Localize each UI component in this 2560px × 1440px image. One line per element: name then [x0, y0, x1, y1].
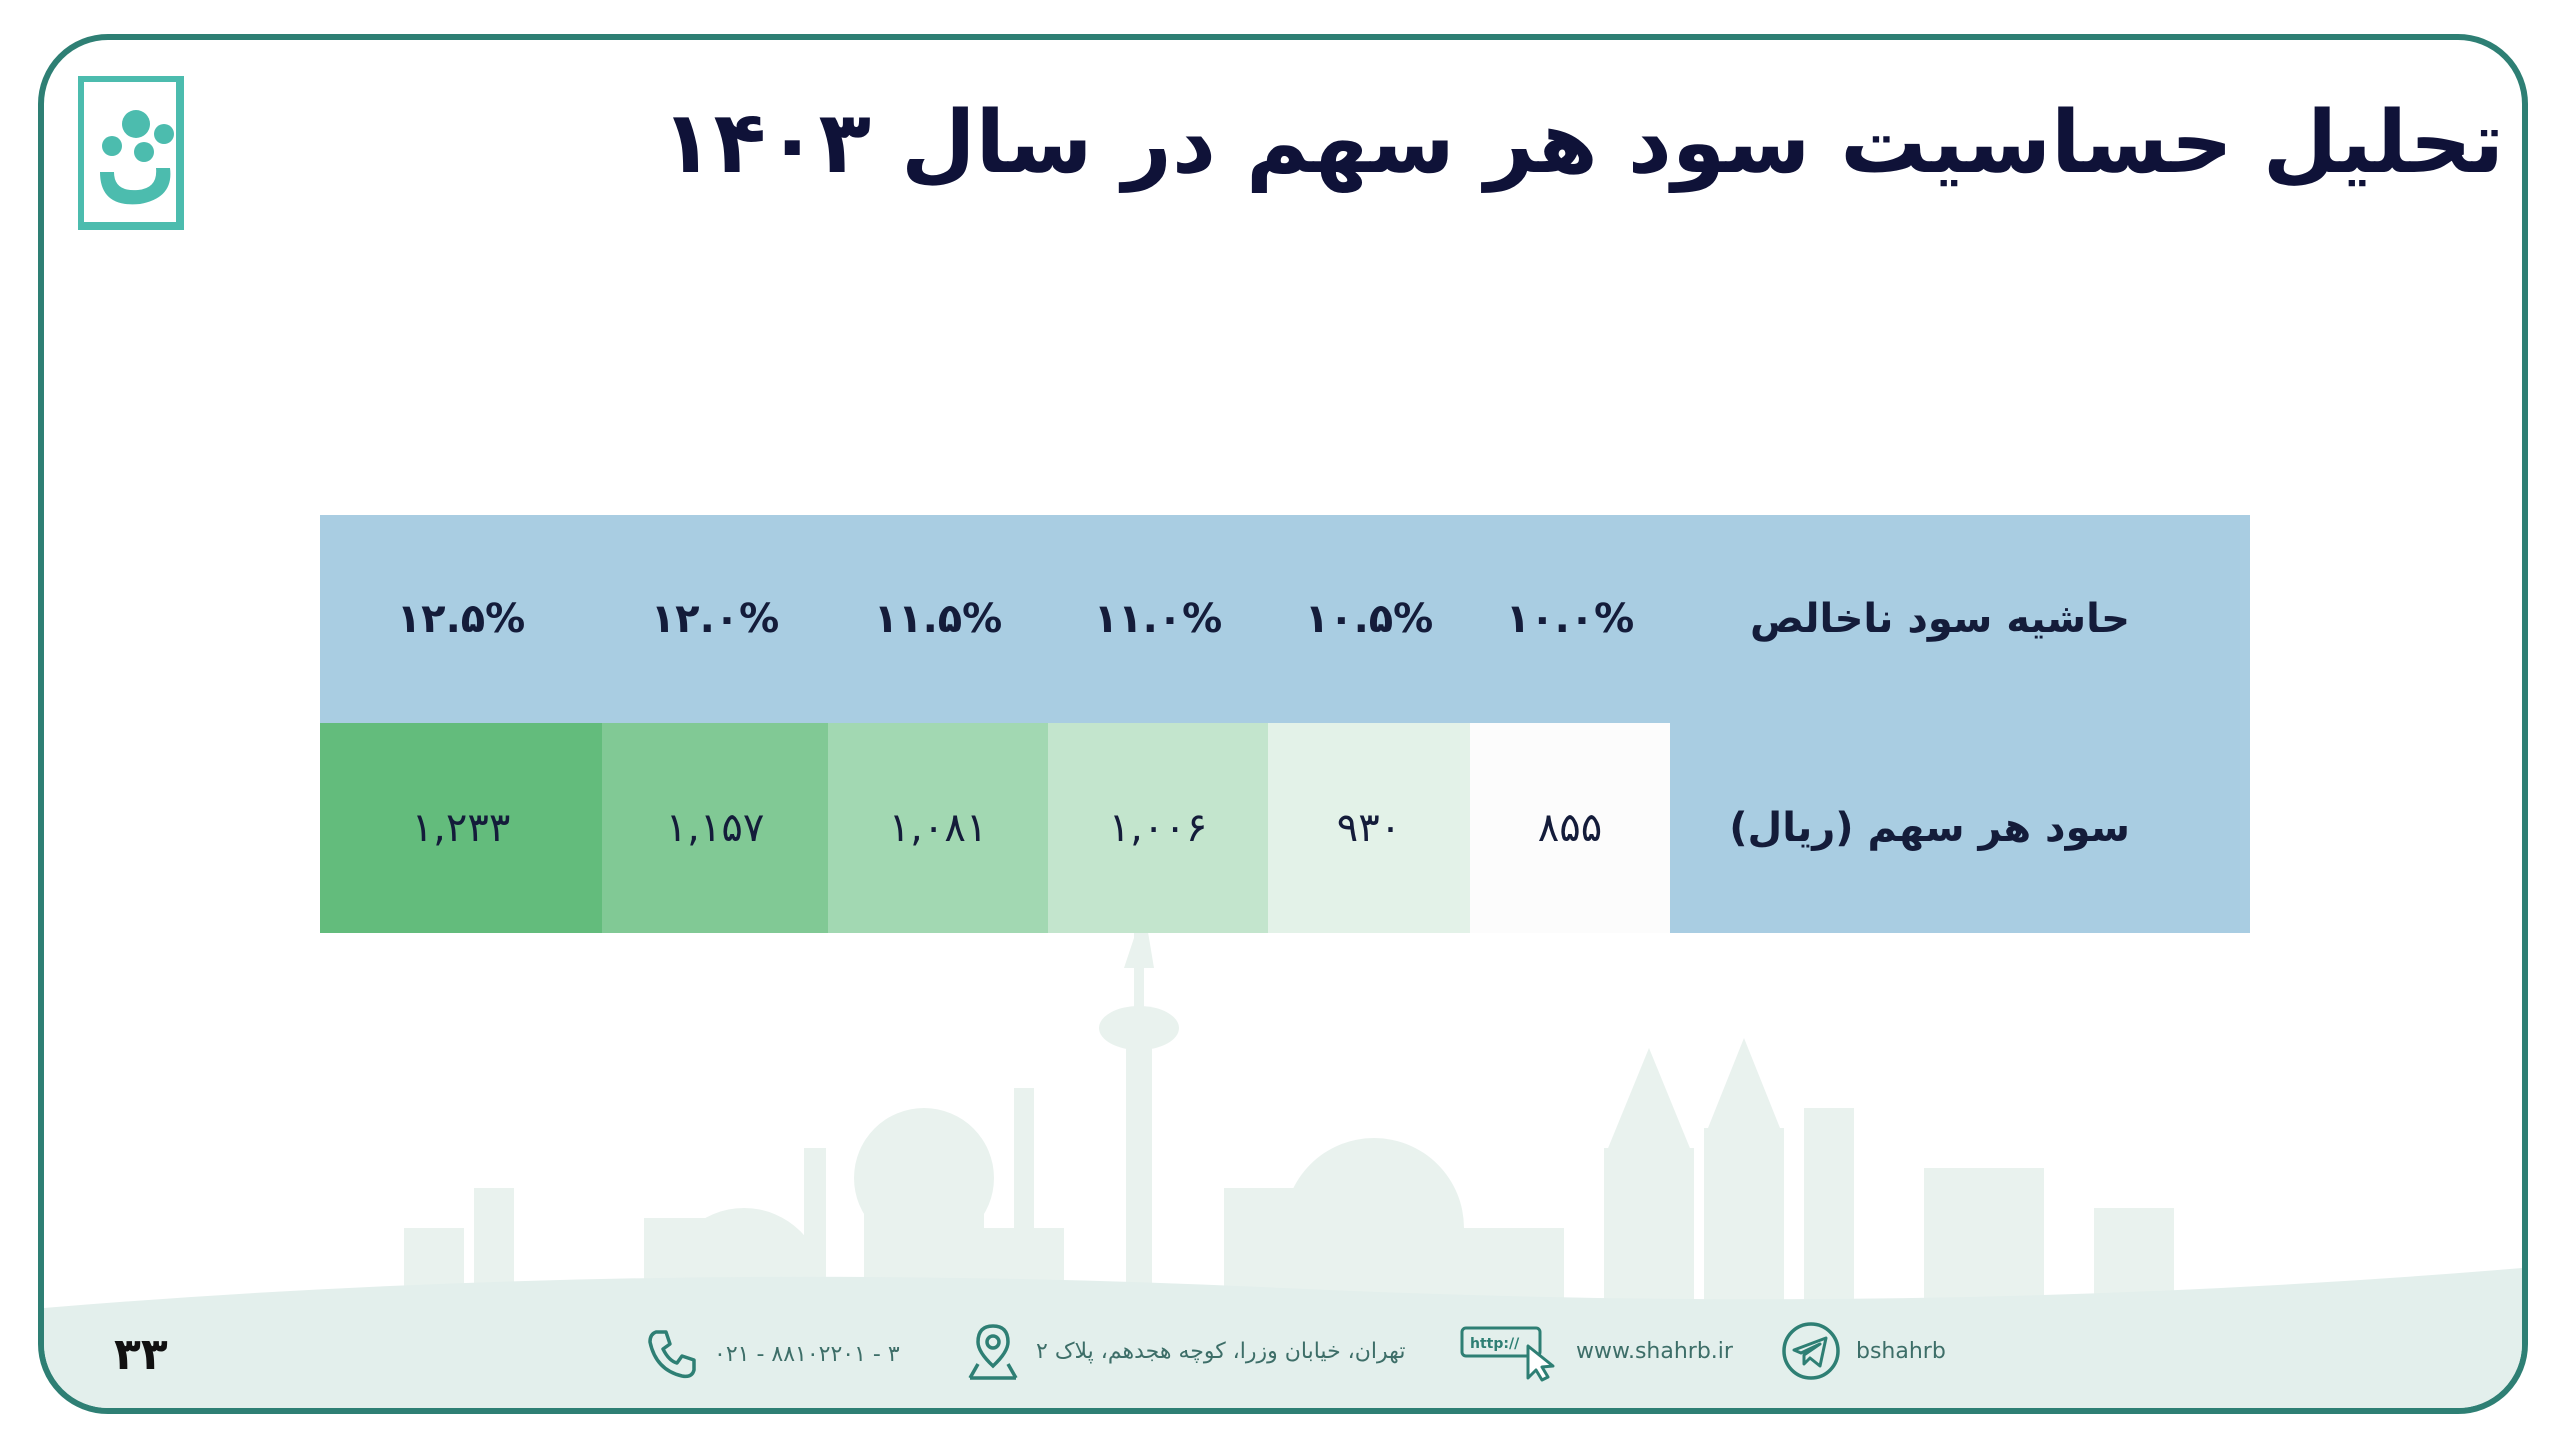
- eps-cell: ۱,۰۰۶: [1048, 723, 1268, 933]
- row-label-eps: سود هر سهم (ریال): [1670, 723, 2250, 933]
- address-text: تهران، خیابان وزرا، کوچه هجدهم، پلاک ۲: [1036, 1338, 1406, 1364]
- http-label: http://: [1470, 1336, 1520, 1352]
- skyline-watermark: [44, 928, 2522, 1408]
- eps-cell: ۱,۲۳۳: [320, 723, 602, 933]
- browser-cursor-icon: http://: [1460, 1326, 1555, 1382]
- eps-cell: ۸۵۵: [1470, 723, 1670, 933]
- website-link[interactable]: www.shahrb.ir: [1576, 1338, 1733, 1364]
- footer: ۳۳ ۰۲۱ - ۸۸۱۰۲۲۰۱ - ۳ تهران، خیابان وزرا…: [44, 1318, 2522, 1408]
- footer-telegram[interactable]: bshahrb: [1780, 1320, 1946, 1382]
- table-header-row: حاشیه سود ناخالص ۱۰.۰% ۱۰.۵% ۱۱.۰% ۱۱.۵%…: [320, 515, 2250, 723]
- margin-header: ۱۲.۵%: [320, 515, 602, 723]
- table-row: سود هر سهم (ریال) ۸۵۵ ۹۳۰ ۱,۰۰۶ ۱,۰۸۱ ۱,…: [320, 723, 2250, 933]
- telegram-icon: [1782, 1322, 1840, 1380]
- margin-header: ۱۱.۵%: [828, 515, 1048, 723]
- margin-header: ۱۰.۵%: [1268, 515, 1470, 723]
- row-label-gross-margin: حاشیه سود ناخالص: [1670, 515, 2250, 723]
- eps-cell: ۱,۰۸۱: [828, 723, 1048, 933]
- slide-frame: تحلیل حساسیت سود هر سهم در سال ۱۴۰۳ حاشی…: [38, 34, 2528, 1414]
- margin-header: ۱۰.۰%: [1470, 515, 1670, 723]
- sensitivity-table: حاشیه سود ناخالص ۱۰.۰% ۱۰.۵% ۱۱.۰% ۱۱.۵%…: [320, 515, 2250, 933]
- footer-address: تهران، خیابان وزرا، کوچه هجدهم، پلاک ۲: [964, 1320, 1405, 1382]
- margin-header: ۱۱.۰%: [1048, 515, 1268, 723]
- logo-icon: [78, 76, 184, 230]
- footer-website[interactable]: http:// www.shahrb.ir: [1458, 1320, 1733, 1382]
- footer-phone: ۰۲۱ - ۸۸۱۰۲۲۰۱ - ۳: [644, 1326, 900, 1382]
- page-number: ۳۳: [114, 1329, 168, 1380]
- margin-header: ۱۲.۰%: [602, 515, 828, 723]
- phone-number: ۰۲۱ - ۸۸۱۰۲۲۰۱ - ۳: [714, 1341, 900, 1367]
- eps-cell: ۱,۱۵۷: [602, 723, 828, 933]
- phone-icon: [648, 1330, 696, 1379]
- telegram-handle[interactable]: bshahrb: [1856, 1338, 1946, 1364]
- location-pin-icon: [968, 1324, 1018, 1380]
- page-title: تحلیل حساسیت سود هر سهم در سال ۱۴۰۳: [661, 93, 2504, 193]
- eps-cell: ۹۳۰: [1268, 723, 1470, 933]
